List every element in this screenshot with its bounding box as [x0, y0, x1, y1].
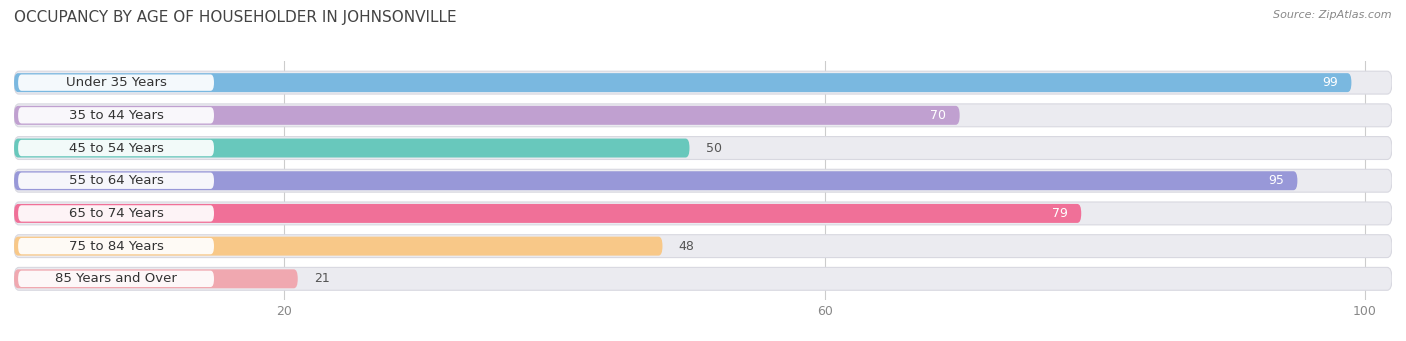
FancyBboxPatch shape	[18, 140, 214, 156]
FancyBboxPatch shape	[14, 73, 1351, 92]
FancyBboxPatch shape	[14, 104, 1392, 127]
FancyBboxPatch shape	[18, 107, 214, 123]
Text: 55 to 64 Years: 55 to 64 Years	[69, 174, 163, 187]
Text: 85 Years and Over: 85 Years and Over	[55, 272, 177, 285]
FancyBboxPatch shape	[14, 137, 1392, 160]
Text: 21: 21	[314, 272, 329, 285]
Text: 35 to 44 Years: 35 to 44 Years	[69, 109, 163, 122]
FancyBboxPatch shape	[14, 71, 1392, 94]
FancyBboxPatch shape	[18, 205, 214, 222]
Text: Source: ZipAtlas.com: Source: ZipAtlas.com	[1274, 10, 1392, 20]
FancyBboxPatch shape	[18, 238, 214, 254]
Text: 75 to 84 Years: 75 to 84 Years	[69, 240, 163, 253]
FancyBboxPatch shape	[14, 235, 1392, 257]
FancyBboxPatch shape	[18, 271, 214, 287]
FancyBboxPatch shape	[14, 169, 1392, 192]
FancyBboxPatch shape	[14, 267, 1392, 290]
FancyBboxPatch shape	[14, 138, 689, 158]
FancyBboxPatch shape	[14, 106, 960, 125]
FancyBboxPatch shape	[18, 173, 214, 189]
Text: 70: 70	[931, 109, 946, 122]
FancyBboxPatch shape	[14, 202, 1392, 225]
FancyBboxPatch shape	[14, 237, 662, 256]
FancyBboxPatch shape	[14, 171, 1298, 190]
FancyBboxPatch shape	[18, 74, 214, 91]
Text: 45 to 54 Years: 45 to 54 Years	[69, 142, 163, 154]
Text: OCCUPANCY BY AGE OF HOUSEHOLDER IN JOHNSONVILLE: OCCUPANCY BY AGE OF HOUSEHOLDER IN JOHNS…	[14, 10, 457, 25]
FancyBboxPatch shape	[14, 269, 298, 288]
Text: Under 35 Years: Under 35 Years	[66, 76, 166, 89]
Text: 50: 50	[706, 142, 721, 154]
Text: 65 to 74 Years: 65 to 74 Years	[69, 207, 163, 220]
Text: 95: 95	[1268, 174, 1284, 187]
Text: 48: 48	[679, 240, 695, 253]
Text: 79: 79	[1052, 207, 1067, 220]
FancyBboxPatch shape	[14, 204, 1081, 223]
Text: 99: 99	[1322, 76, 1339, 89]
